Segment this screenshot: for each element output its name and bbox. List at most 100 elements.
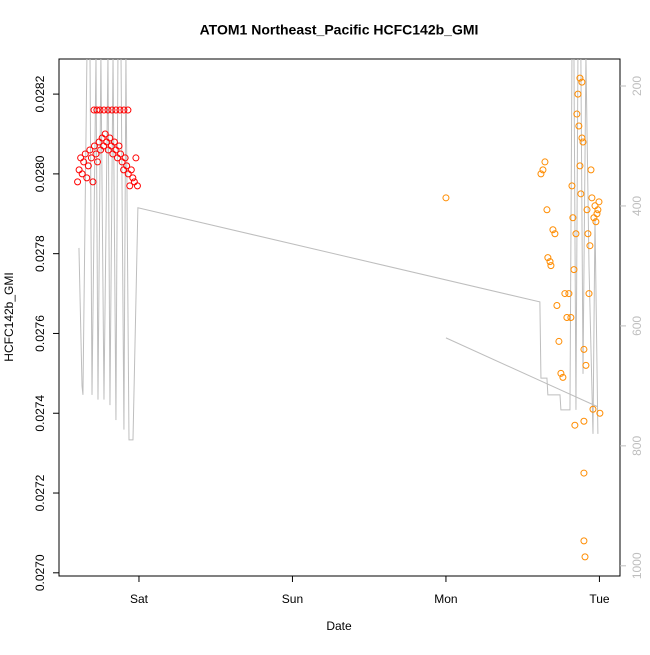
data-point — [541, 158, 549, 166]
data-point — [83, 174, 91, 182]
data-point — [571, 421, 579, 429]
y-tick-label: 0.0274 — [33, 395, 47, 432]
data-point — [594, 206, 602, 214]
data-point — [567, 314, 575, 321]
data-point — [549, 226, 557, 234]
data-point — [574, 90, 582, 98]
y-tick-label: 0.0272 — [33, 474, 47, 511]
y2-tick-label: 800 — [630, 436, 644, 456]
data-point — [557, 369, 565, 377]
data-point — [100, 106, 108, 114]
data-point — [539, 166, 547, 174]
y2-tick-label: 200 — [630, 76, 644, 96]
y-tick-label: 0.0270 — [33, 554, 47, 591]
data-point — [551, 230, 559, 238]
data-point — [580, 417, 588, 425]
y-tick-label: 0.0280 — [33, 155, 47, 192]
data-point — [577, 190, 585, 198]
y-tick-label: 0.0282 — [33, 75, 47, 112]
data-point — [110, 138, 118, 146]
data-point — [578, 134, 586, 142]
data-point — [572, 230, 580, 238]
data-point — [116, 106, 124, 114]
x-tick-label: Sun — [282, 592, 303, 606]
data-point — [96, 106, 104, 114]
data-point — [583, 206, 591, 214]
plot-area — [74, 59, 604, 561]
data-point — [581, 553, 589, 561]
data-point — [126, 182, 134, 190]
y-axis-label: HCFC142b_GMI — [2, 272, 16, 361]
data-point — [112, 106, 120, 114]
data-point — [124, 106, 132, 114]
data-point — [588, 194, 596, 202]
data-point — [580, 469, 588, 477]
data-point — [115, 142, 123, 150]
data-point — [555, 337, 563, 345]
data-point — [570, 266, 578, 274]
data-point — [585, 290, 593, 298]
data-point — [580, 345, 588, 353]
data-point — [74, 178, 82, 186]
y2-tick-label: 1000 — [630, 552, 644, 579]
data-point — [569, 214, 577, 222]
data-point — [553, 302, 561, 310]
y-tick-label: 0.0276 — [33, 315, 47, 352]
data-point — [94, 158, 102, 166]
data-point — [87, 154, 95, 162]
data-point — [592, 218, 600, 226]
data-point — [575, 122, 583, 130]
x-axis-label: Date — [326, 619, 352, 633]
data-point — [81, 150, 89, 158]
data-point — [576, 162, 584, 170]
data-line — [78, 59, 599, 441]
data-point — [565, 290, 573, 298]
data-point — [442, 194, 450, 202]
data-point — [576, 74, 584, 82]
data-point — [584, 230, 592, 238]
data-point — [578, 78, 586, 86]
data-point — [582, 361, 590, 369]
data-point — [559, 373, 567, 381]
plot-frame — [58, 58, 621, 577]
y2-tick-label: 600 — [630, 316, 644, 336]
data-point — [84, 162, 92, 170]
data-point — [543, 206, 551, 214]
data-point — [108, 106, 116, 114]
data-point — [90, 142, 98, 150]
data-point — [579, 138, 587, 146]
data-point — [561, 290, 569, 298]
data-point — [563, 314, 571, 321]
data-point — [80, 158, 88, 166]
y2-tick-label: 400 — [630, 196, 644, 216]
data-point — [580, 537, 588, 545]
data-point — [537, 170, 545, 178]
data-point — [86, 146, 94, 154]
data-point — [89, 178, 97, 186]
data-point — [596, 409, 604, 417]
data-point — [586, 242, 594, 250]
data-point — [132, 154, 140, 162]
data-point — [129, 174, 137, 182]
data-point — [93, 106, 101, 114]
data-point — [133, 182, 141, 190]
data-point — [117, 150, 125, 158]
data-point — [120, 106, 128, 114]
data-point — [106, 134, 114, 142]
data-point — [123, 162, 131, 170]
data-point — [546, 258, 554, 266]
data-point — [547, 262, 555, 270]
data-point — [92, 150, 100, 158]
y-tick-label: 0.0278 — [33, 235, 47, 272]
data-point — [78, 170, 86, 178]
x-tick-label: Tue — [589, 592, 610, 606]
data-point — [573, 110, 581, 118]
x-tick-label: Sat — [130, 592, 149, 606]
chart-title: ATOM1 Northeast_Pacific HCFC142b_GMI — [200, 22, 479, 38]
data-point — [587, 166, 595, 174]
data-point — [121, 154, 129, 162]
data-point — [568, 182, 576, 190]
data-point — [593, 210, 601, 218]
